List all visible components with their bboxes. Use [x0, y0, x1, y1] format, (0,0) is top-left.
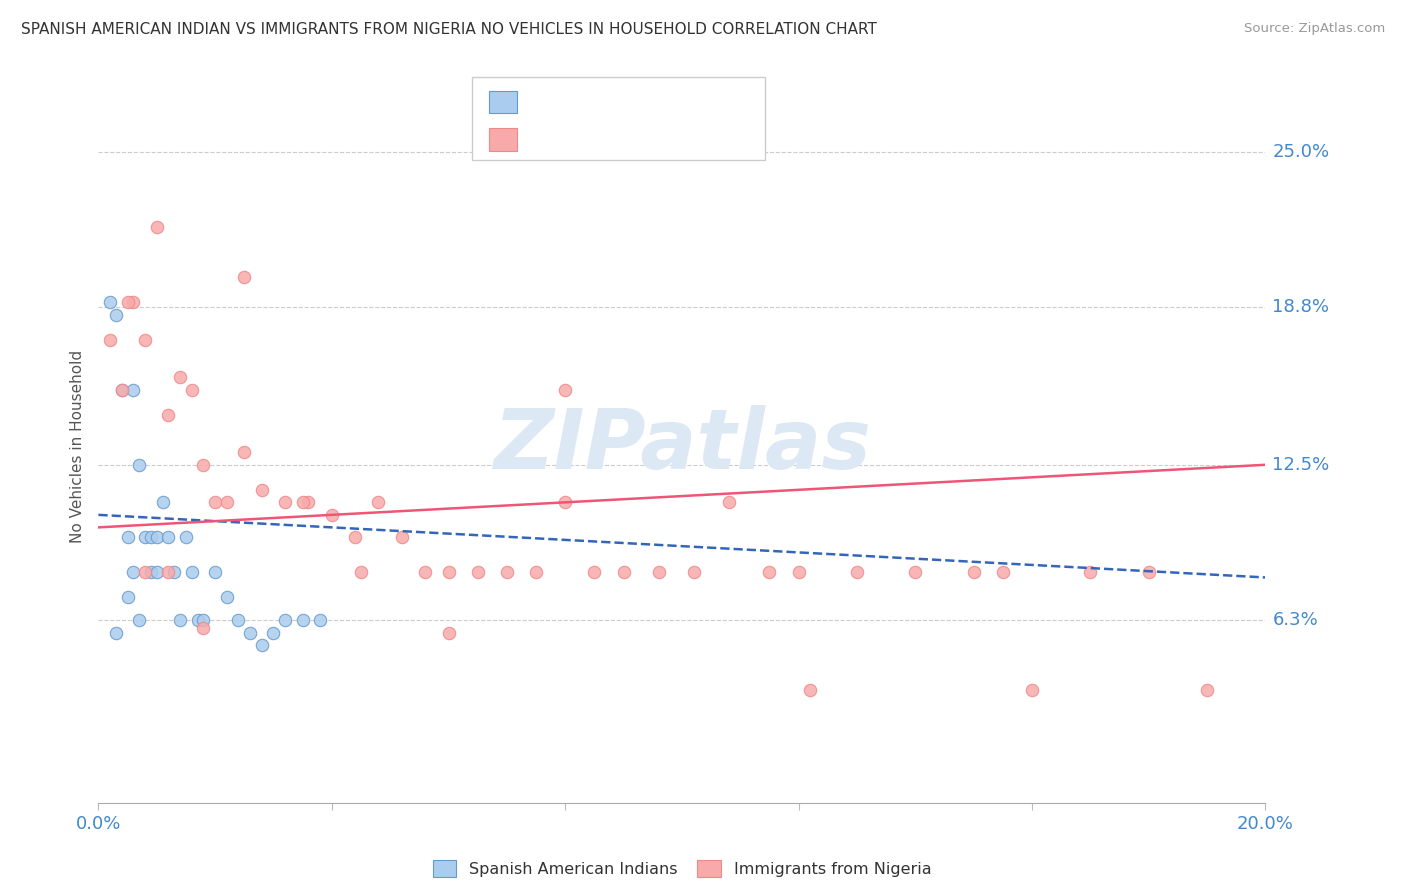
Point — [1021, 683, 1043, 698]
Point — [193, 458, 215, 472]
Point — [104, 308, 127, 322]
Point — [274, 613, 297, 627]
Point — [180, 566, 202, 580]
Point — [204, 566, 226, 580]
Point — [297, 495, 319, 509]
Point — [671, 132, 693, 146]
Point — [845, 566, 868, 580]
Point — [146, 219, 169, 234]
Text: Source: ZipAtlas.com: Source: ZipAtlas.com — [1244, 22, 1385, 36]
Point — [1195, 683, 1218, 698]
Point — [117, 295, 139, 310]
Point — [437, 566, 460, 580]
Point — [495, 566, 517, 580]
Point — [612, 566, 634, 580]
Point — [758, 566, 780, 580]
Point — [524, 566, 547, 580]
Text: SPANISH AMERICAN INDIAN VS IMMIGRANTS FROM NIGERIA NO VEHICLES IN HOUSEHOLD CORR: SPANISH AMERICAN INDIAN VS IMMIGRANTS FR… — [21, 22, 877, 37]
Point — [146, 566, 169, 580]
Point — [904, 566, 927, 580]
Text: 18.8%: 18.8% — [1272, 298, 1330, 316]
Point — [554, 383, 576, 397]
Y-axis label: No Vehicles in Household: No Vehicles in Household — [70, 350, 86, 542]
Point — [104, 625, 127, 640]
Point — [962, 566, 984, 580]
Point — [174, 530, 197, 544]
Point — [157, 566, 180, 580]
Point — [991, 566, 1014, 580]
Text: 12.5%: 12.5% — [1272, 456, 1330, 474]
Point — [122, 295, 145, 310]
Point — [169, 613, 191, 627]
Point — [367, 495, 389, 509]
Point — [117, 591, 139, 605]
Point — [134, 530, 156, 544]
Point — [128, 613, 150, 627]
Point — [309, 613, 332, 627]
Point — [554, 495, 576, 509]
Point — [139, 530, 162, 544]
Point — [228, 613, 250, 627]
Point — [117, 530, 139, 544]
Text: 25.0%: 25.0% — [1272, 143, 1330, 161]
Point — [233, 270, 256, 285]
Point — [274, 495, 297, 509]
Point — [215, 495, 238, 509]
Point — [157, 530, 180, 544]
Point — [1137, 566, 1160, 580]
Point — [193, 613, 215, 627]
Point — [146, 530, 169, 544]
Point — [180, 383, 202, 397]
Point — [717, 495, 740, 509]
Point — [350, 566, 373, 580]
Point — [262, 625, 284, 640]
Point — [682, 566, 704, 580]
Point — [111, 383, 134, 397]
Point — [98, 295, 121, 310]
Point — [134, 566, 156, 580]
Point — [250, 483, 273, 497]
Point — [169, 370, 191, 384]
Text: ZIPatlas: ZIPatlas — [494, 406, 870, 486]
Point — [111, 383, 134, 397]
Point — [152, 495, 174, 509]
Point — [413, 566, 436, 580]
Point — [391, 530, 413, 544]
Point — [291, 613, 314, 627]
Point — [122, 383, 145, 397]
Point — [250, 638, 273, 652]
Point — [233, 445, 256, 459]
Point — [122, 566, 145, 580]
Point — [193, 621, 215, 635]
Point — [139, 566, 162, 580]
Point — [1080, 566, 1102, 580]
Point — [157, 408, 180, 422]
Point — [239, 625, 262, 640]
Point — [647, 566, 669, 580]
Point — [187, 613, 209, 627]
Point — [321, 508, 343, 522]
Point — [467, 566, 489, 580]
Point — [98, 333, 121, 347]
Text: R = -0.036  N = 32: R = -0.036 N = 32 — [524, 94, 676, 109]
Text: 6.3%: 6.3% — [1272, 611, 1319, 629]
Point — [215, 591, 238, 605]
Legend: Spanish American Indians, Immigrants from Nigeria: Spanish American Indians, Immigrants fro… — [433, 860, 931, 877]
Point — [799, 683, 821, 698]
Point — [204, 495, 226, 509]
Text: R =  0.047  N = 51: R = 0.047 N = 51 — [524, 132, 676, 146]
Point — [163, 566, 186, 580]
Point — [437, 625, 460, 640]
Point — [583, 566, 606, 580]
Point — [128, 458, 150, 472]
Point — [134, 333, 156, 347]
Point — [344, 530, 367, 544]
Point — [787, 566, 810, 580]
Point — [291, 495, 314, 509]
